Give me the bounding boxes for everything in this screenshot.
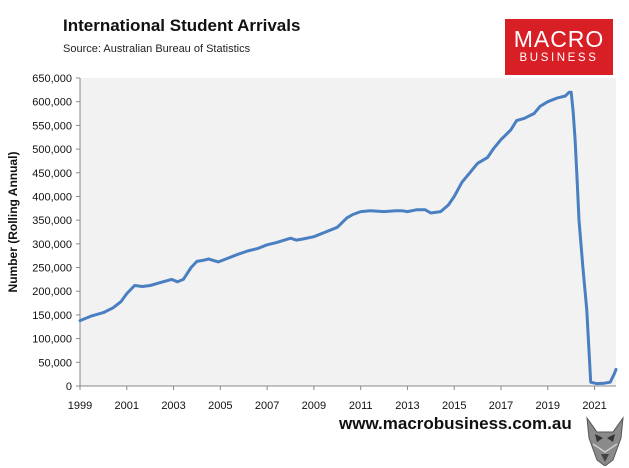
x-tick-label: 2001 [115,400,139,412]
y-tick-label: 250,000 [32,263,72,275]
logo-line-1: MACRO [513,26,605,52]
y-tick-label: 50,000 [38,357,72,369]
y-tick-label: 500,000 [32,144,72,156]
website-url: www.macrobusiness.com.au [339,414,572,433]
chart-source: Source: Australian Bureau of Statistics [63,43,251,55]
y-axis: 0 50,000 100,000 150,000 200,000 250,000 300,0… [32,73,80,393]
x-tick-label: 1999 [68,400,92,412]
y-tick-label: 600,000 [32,97,72,109]
y-tick-label: 350,000 [32,215,72,227]
x-axis: 1999 2001 2003 2005 2007 2009 2011 2013 2015 2017… [68,386,607,412]
x-tick-label: 2017 [489,400,513,412]
y-tick-label: 300,000 [32,239,72,251]
logo-line-2: BUSINESS [519,52,599,64]
macrobusiness-logo: MACRO BUSINESS [505,19,613,75]
wolf-logo-icon [586,416,624,466]
y-tick-label: 550,000 [32,120,72,132]
x-tick-label: 2005 [208,400,232,412]
series-line [78,90,618,386]
x-tick-label: 2009 [302,400,326,412]
y-tick-label: 450,000 [32,168,72,180]
y-tick-label: 150,000 [32,310,72,322]
x-tick-label: 2015 [442,400,466,412]
y-tick-label: 400,000 [32,191,72,203]
y-axis-label: Number (Rolling Annual) [6,152,20,293]
y-tick-label: 100,000 [32,334,72,346]
chart-title: International Student Arrivals [63,16,301,35]
y-tick-label: 200,000 [32,286,72,298]
x-tick-label: 2003 [161,400,185,412]
x-tick-label: 2007 [255,400,279,412]
x-tick-label: 2011 [349,400,373,412]
x-tick-label: 2019 [536,400,560,412]
plot-area [80,78,616,386]
y-tick-label: 650,000 [32,73,72,85]
y-tick-label: 0 [66,381,72,393]
x-tick-label: 2013 [395,400,419,412]
x-tick-label: 2021 [582,400,606,412]
